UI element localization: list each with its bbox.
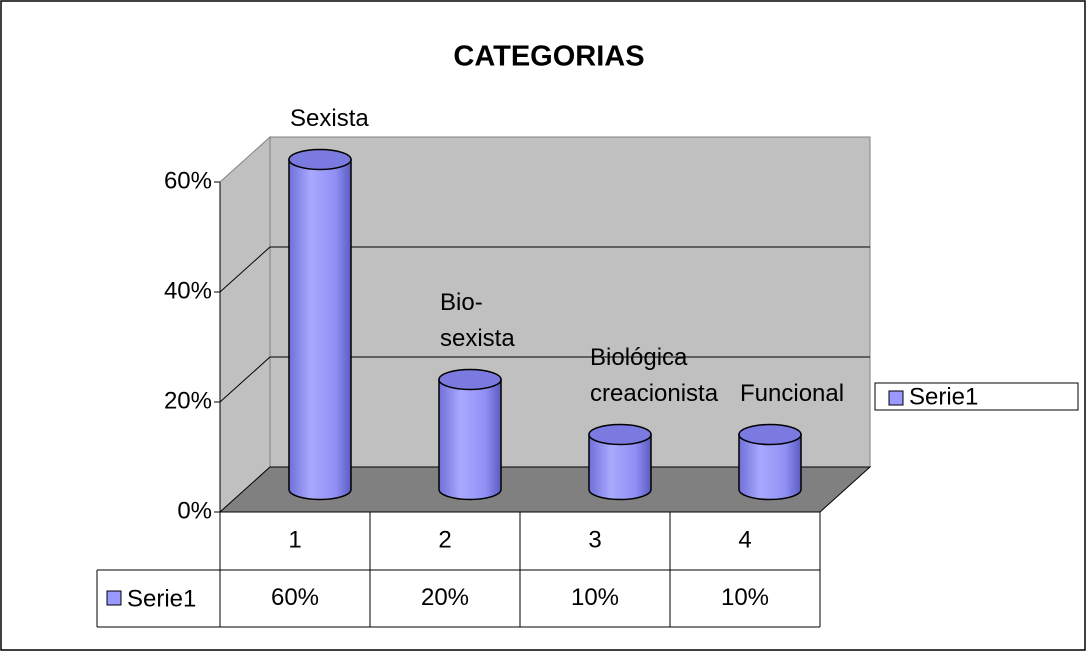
back-wall xyxy=(269,136,871,468)
bar xyxy=(588,433,652,501)
data-label: Biológica xyxy=(590,344,688,371)
x-tick-label: 4 xyxy=(738,526,751,553)
bar xyxy=(438,378,502,501)
table-value: 10% xyxy=(571,584,619,611)
grid-line xyxy=(219,356,870,403)
data-label: Bio- xyxy=(440,289,483,316)
table-value: 60% xyxy=(271,584,319,611)
grid-line xyxy=(219,246,870,293)
plot-walls xyxy=(218,135,872,514)
bar-top xyxy=(438,368,502,391)
bar-top xyxy=(288,148,352,171)
legend-box xyxy=(874,382,1079,411)
bar-top xyxy=(588,423,652,446)
y-tick-label: 40% xyxy=(164,277,212,304)
bar xyxy=(288,158,352,501)
table-series-name: Serie1 xyxy=(127,585,196,612)
data-label: creacionista xyxy=(590,380,719,407)
table-value: 20% xyxy=(421,584,469,611)
y-tick-label: 60% xyxy=(164,167,212,194)
chart-title: CATEGORIAS xyxy=(453,41,644,73)
data-label: Sexista xyxy=(290,105,369,132)
data-label: Funcional xyxy=(740,380,844,407)
data-label: sexista xyxy=(440,325,515,352)
table-value: 10% xyxy=(721,584,769,611)
bar-top xyxy=(738,423,802,446)
bar xyxy=(738,433,802,501)
legend-key xyxy=(888,390,904,406)
y-tick-label: 0% xyxy=(177,497,212,524)
x-tick-label: 2 xyxy=(438,526,451,553)
floor xyxy=(218,466,872,513)
x-tick-label: 3 xyxy=(588,526,601,553)
table-legend-key xyxy=(106,590,122,606)
y-tick-label: 20% xyxy=(164,387,212,414)
side-wall xyxy=(219,135,271,514)
legend-label: Serie1 xyxy=(909,383,978,410)
x-tick-label: 1 xyxy=(288,526,301,553)
